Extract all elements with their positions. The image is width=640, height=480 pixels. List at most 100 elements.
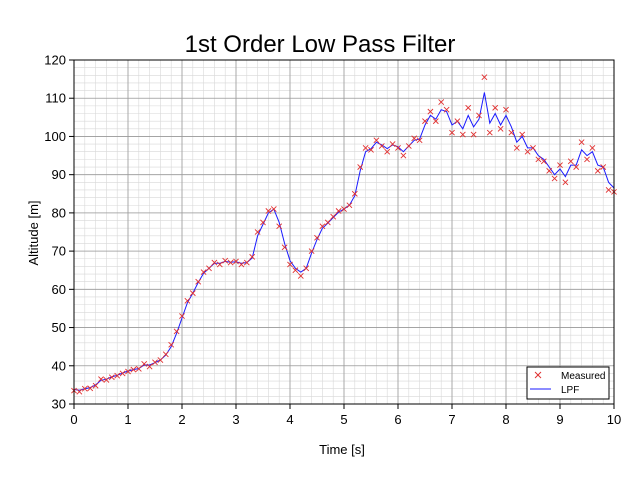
- measured-point-stroke: [292, 267, 299, 274]
- x-tick-label: 10: [607, 412, 621, 427]
- measured-point: [405, 143, 412, 149]
- measured-point: [524, 148, 531, 155]
- measured-point-stroke: [400, 152, 407, 159]
- measured-point-stroke: [216, 261, 223, 268]
- measured-point-stroke: [476, 112, 482, 119]
- measured-point-stroke: [162, 351, 169, 358]
- measured-point-stroke: [195, 278, 202, 285]
- measured-point: [324, 219, 331, 226]
- measured-point: [281, 244, 288, 251]
- measured-point: [195, 278, 202, 285]
- measured-point: [179, 313, 185, 320]
- measured-point: [416, 137, 423, 144]
- measured-point-stroke: [459, 131, 466, 138]
- y-tick-label: 40: [52, 358, 66, 373]
- x-tick-label: 0: [70, 412, 77, 427]
- measured-point: [492, 104, 499, 111]
- measured-point-stroke: [146, 363, 153, 370]
- measured-point: [357, 164, 364, 170]
- y-tick-label: 30: [52, 397, 66, 412]
- y-tick-label: 60: [52, 282, 66, 297]
- measured-point: [119, 370, 126, 377]
- legend: Measured LPF: [526, 366, 610, 400]
- measured-point: [319, 223, 326, 230]
- y-tick-label: 50: [52, 320, 66, 335]
- measured-point: [513, 144, 520, 151]
- measured-point-stroke: [395, 144, 401, 151]
- measured-point: [200, 269, 207, 276]
- measured-point: [98, 376, 104, 383]
- measured-point-stroke: [513, 144, 520, 151]
- measured-point-stroke: [189, 290, 196, 297]
- chart-title: 1st Order Low Pass Filter: [185, 31, 456, 58]
- measured-point-stroke: [141, 360, 148, 367]
- measured-point-stroke: [206, 265, 212, 272]
- measured-point: [373, 137, 380, 144]
- measured-point: [454, 118, 461, 125]
- measured-point-stroke: [130, 366, 137, 373]
- measured-point-stroke: [92, 382, 99, 389]
- measured-point-stroke: [233, 258, 239, 265]
- measured-point-stroke: [276, 223, 283, 230]
- measured-point: [481, 74, 488, 81]
- measured-point: [535, 156, 542, 163]
- measured-point-stroke: [335, 208, 342, 214]
- measured-point-stroke: [81, 385, 88, 392]
- measured-point: [470, 131, 477, 138]
- measured-point: [168, 341, 175, 348]
- measured-point: [546, 167, 553, 174]
- measured-point-stroke: [265, 208, 272, 214]
- x-tick-label: 7: [448, 412, 455, 427]
- x-tick-label: 4: [286, 412, 293, 427]
- measured-point: [157, 357, 164, 363]
- measured-point: [184, 297, 191, 304]
- measured-point: [589, 144, 596, 151]
- measured-point-stroke: [584, 156, 590, 163]
- measured-point-stroke: [519, 131, 526, 138]
- grid: [73, 59, 615, 405]
- measured-series: [71, 74, 617, 395]
- measured-point-stroke: [438, 99, 445, 105]
- measured-point-stroke: [416, 137, 423, 144]
- measured-point-stroke: [281, 244, 288, 251]
- measured-point: [378, 143, 385, 149]
- measured-point: [303, 265, 310, 272]
- measured-point-stroke: [125, 368, 131, 375]
- y-tick-label: 80: [52, 205, 66, 220]
- measured-point-stroke: [222, 257, 229, 264]
- ticks: 0 1 2 3 4 5 6 7 8 9 10 30 40 50 60 70 80 90 100 110 120: [44, 53, 621, 428]
- measured-point-stroke: [422, 118, 428, 125]
- measured-point: [238, 261, 245, 268]
- measured-point: [422, 118, 428, 125]
- measured-point: [87, 385, 94, 392]
- measured-point: [141, 360, 148, 367]
- measured-point: [108, 374, 115, 381]
- measured-point: [449, 129, 455, 136]
- measured-point-stroke: [551, 175, 558, 182]
- measured-point: [594, 167, 601, 174]
- x-tick-label: 9: [556, 412, 563, 427]
- measured-point-stroke: [497, 125, 504, 132]
- measured-point-stroke: [297, 273, 304, 279]
- measured-point-stroke: [594, 167, 601, 174]
- measured-point-stroke: [508, 129, 515, 136]
- measured-point-stroke: [341, 206, 347, 212]
- measured-point-stroke: [254, 229, 261, 235]
- measured-point-stroke: [351, 190, 358, 197]
- measured-point: [519, 131, 526, 138]
- measured-point: [573, 164, 580, 170]
- measured-point-stroke: [243, 259, 250, 266]
- measured-point-stroke: [308, 248, 315, 255]
- measured-point: [292, 267, 299, 274]
- measured-point: [206, 265, 212, 272]
- measured-point-stroke: [427, 108, 434, 115]
- measured-point: [400, 152, 407, 159]
- measured-point: [162, 351, 169, 358]
- y-tick-label: 120: [44, 53, 66, 68]
- y-tick-label: 70: [52, 244, 66, 259]
- x-tick-label: 5: [340, 412, 347, 427]
- x-tick-label: 2: [178, 412, 185, 427]
- measured-point-stroke: [567, 158, 574, 165]
- y-tick-label: 100: [44, 129, 66, 144]
